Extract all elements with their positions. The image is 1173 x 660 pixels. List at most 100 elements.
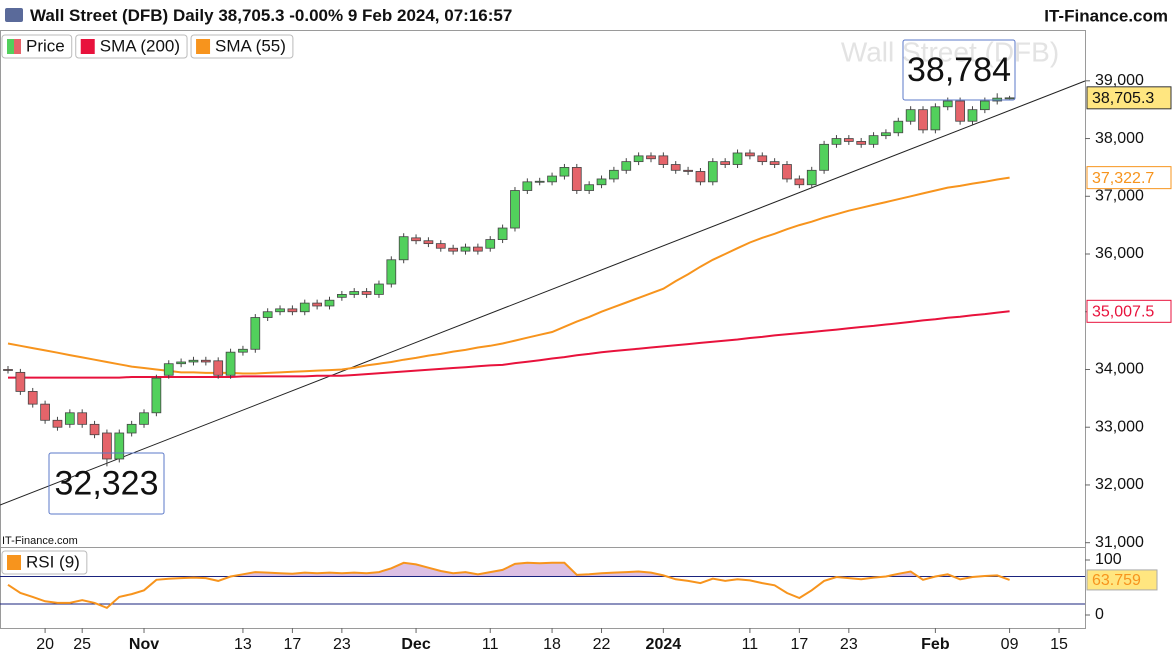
trendline	[0, 80, 1086, 506]
candle-body	[52, 419, 63, 428]
legend-box	[1, 550, 88, 575]
x-tick-label: 18	[543, 636, 561, 653]
x-tick-label: Nov	[129, 636, 159, 653]
candle-body	[707, 161, 718, 183]
legend-swatch	[80, 39, 95, 54]
candle-body	[275, 308, 285, 313]
candle-body	[905, 109, 916, 122]
candle-body	[473, 246, 483, 252]
candle-body	[621, 161, 632, 171]
y-tick-label: 32,000	[1095, 476, 1144, 493]
legend-swatch	[7, 555, 21, 570]
candle-body	[361, 291, 372, 295]
legend-swatch	[14, 39, 21, 54]
candle-body	[658, 155, 669, 165]
x-tick-label: 17	[790, 636, 808, 653]
candle-body	[942, 100, 953, 108]
candle-body	[287, 308, 298, 313]
candle-body	[732, 152, 743, 165]
candle-body	[695, 171, 706, 183]
candle-body	[64, 412, 75, 425]
candle-body	[497, 227, 508, 240]
candle-body	[856, 141, 867, 145]
candle-body	[893, 120, 904, 134]
x-tick-label: 20	[36, 636, 54, 653]
candle-body	[1004, 97, 1015, 100]
candle-body	[522, 181, 533, 191]
brand: IT-Finance.com	[1044, 6, 1168, 25]
candle-body	[176, 361, 186, 365]
candle-body	[843, 138, 854, 142]
candle-body	[262, 311, 273, 318]
candle-body	[102, 432, 112, 460]
candle-body	[868, 135, 879, 145]
y-tick-label: 33,000	[1095, 418, 1144, 435]
candle-body	[745, 152, 755, 157]
candle-body	[374, 283, 384, 295]
y-tick-label: 39,000	[1095, 72, 1144, 89]
x-tick-label: 13	[234, 636, 252, 653]
annotation: 38,784	[907, 51, 1011, 89]
candle-body	[324, 299, 335, 307]
candle-body	[670, 164, 681, 171]
x-tick-label: Feb	[921, 636, 950, 653]
candle-body	[460, 246, 471, 252]
rsi-last-box	[1086, 569, 1158, 591]
x-tick-label: 17	[283, 636, 301, 653]
legend-swatch	[196, 39, 211, 54]
candle-body	[955, 100, 965, 122]
x-tick-label: 23	[840, 636, 858, 653]
legend-label: RSI (9)	[26, 552, 80, 571]
candle-body	[77, 412, 88, 425]
candle-body	[769, 161, 780, 165]
legend-item: SMA (200)	[75, 34, 188, 59]
candle-body	[596, 178, 607, 186]
legend-box	[75, 34, 188, 59]
candle-body	[139, 412, 149, 425]
legend-swatch	[7, 39, 14, 54]
candle-body	[435, 243, 446, 249]
candle-body	[411, 237, 421, 242]
candle-body	[188, 359, 199, 363]
x-tick-label: 23	[333, 636, 351, 653]
x-tick-label: 22	[593, 636, 611, 653]
candle-body	[126, 423, 137, 434]
candle-body	[448, 247, 458, 252]
candle-body	[151, 377, 162, 414]
candle-body	[609, 169, 619, 180]
candle-body	[3, 369, 13, 371]
candle-body	[559, 167, 570, 177]
x-tick-label: 15	[1050, 636, 1068, 653]
y-tick-label: 0	[1095, 606, 1104, 623]
y-tick-label: 34,000	[1095, 361, 1144, 378]
annotation-box	[48, 452, 165, 515]
legend-item: Price	[1, 34, 73, 59]
candle-body	[720, 161, 731, 165]
candle-body	[757, 155, 768, 163]
candle-body	[200, 359, 211, 363]
candle-body	[225, 351, 236, 376]
candle-body	[547, 175, 557, 183]
last-price-label: 38,705.3	[1092, 90, 1154, 107]
legend-item: SMA (55)	[190, 34, 294, 59]
x-tick-label: Dec	[401, 636, 430, 653]
demo-icon	[5, 8, 23, 22]
candle-body	[584, 184, 595, 191]
candle-body	[633, 155, 644, 163]
candle-body	[312, 302, 322, 307]
sma-last-label-box	[1086, 166, 1172, 190]
candle-body	[337, 294, 347, 298]
candle-body	[967, 109, 978, 122]
candle-body	[386, 259, 397, 285]
last-price-label-box	[1086, 86, 1172, 110]
legend-label: Price	[26, 36, 65, 55]
annotation: 32,323	[55, 464, 159, 502]
candle-body	[238, 348, 248, 353]
y-tick-label: 31,000	[1095, 534, 1144, 551]
rsi-line	[7, 561, 1010, 610]
candle-body	[15, 371, 26, 392]
sma-last-label-box	[1086, 299, 1172, 323]
y-tick-label: 100	[1095, 551, 1122, 568]
sma-last-label: 35,007.5	[1092, 304, 1154, 321]
